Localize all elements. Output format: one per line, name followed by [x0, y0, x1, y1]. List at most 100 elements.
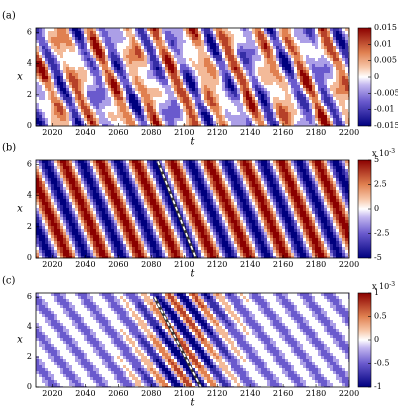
field-cell: [264, 115, 267, 118]
field-cell: [72, 181, 75, 184]
field-cell: [234, 28, 237, 31]
field-cell: [327, 40, 330, 43]
field-cell: [45, 235, 48, 238]
field-cell: [96, 214, 99, 217]
field-cell: [36, 49, 39, 52]
field-cell: [36, 55, 39, 58]
field-cell: [105, 250, 108, 253]
field-cell: [117, 211, 120, 214]
field-cell: [57, 238, 60, 241]
field-cell: [216, 100, 219, 103]
field-cell: [330, 109, 333, 112]
field-cell: [288, 109, 291, 112]
field-cell: [159, 115, 162, 118]
field-cell: [261, 106, 264, 109]
field-cell: [222, 100, 225, 103]
field-cell: [123, 46, 126, 49]
field-cell: [36, 106, 39, 109]
field-cell: [132, 103, 135, 106]
field-cell: [318, 55, 321, 58]
field-cell: [54, 76, 57, 79]
field-cell: [165, 37, 168, 40]
field-cell: [261, 67, 264, 70]
field-cell: [93, 217, 96, 220]
field-cell: [231, 67, 234, 70]
field-cell: [162, 61, 165, 64]
field-cell: [69, 106, 72, 109]
field-cell: [123, 220, 126, 223]
field-cell: [264, 28, 267, 31]
field-cell: [147, 49, 150, 52]
field-cell: [129, 70, 132, 73]
field-cell: [240, 106, 243, 109]
field-cell: [333, 115, 336, 118]
field-cell: [120, 115, 123, 118]
field-cell: [198, 73, 201, 76]
field-cell: [72, 193, 75, 196]
field-cell: [39, 40, 42, 43]
field-cell: [267, 49, 270, 52]
field-cell: [273, 28, 276, 31]
field-cell: [285, 34, 288, 37]
field-cell: [258, 40, 261, 43]
field-cell: [327, 28, 330, 31]
field-cell: [57, 175, 60, 178]
field-cell: [126, 178, 129, 181]
field-cell: [324, 58, 327, 61]
field-cell: [345, 58, 348, 61]
field-cell: [213, 52, 216, 55]
field-cell: [195, 106, 198, 109]
field-cell: [336, 76, 339, 79]
field-cell: [177, 64, 180, 67]
field-cell: [276, 49, 279, 52]
field-cell: [270, 52, 273, 55]
field-cell: [66, 64, 69, 67]
field-cell: [153, 37, 156, 40]
field-cell: [234, 61, 237, 64]
field-cell: [126, 214, 129, 217]
field-cell: [102, 253, 105, 256]
field-cell: [150, 82, 153, 85]
field-cell: [216, 103, 219, 106]
field-cell: [189, 70, 192, 73]
field-cell: [285, 67, 288, 70]
field-cell: [177, 94, 180, 97]
field-cell: [87, 202, 90, 205]
field-cell: [336, 112, 339, 115]
field-cell: [153, 253, 156, 256]
field-cell: [42, 58, 45, 61]
field-cell: [162, 49, 165, 52]
field-cell: [123, 166, 126, 169]
field-cell: [126, 28, 129, 31]
field-cell: [297, 103, 300, 106]
field-cell: [150, 46, 153, 49]
field-cell: [180, 121, 183, 124]
field-cell: [153, 31, 156, 34]
field-cell: [192, 31, 195, 34]
field-cell: [39, 121, 42, 124]
field-cell: [183, 34, 186, 37]
field-cell: [114, 202, 117, 205]
field-cell: [105, 43, 108, 46]
field-cell: [129, 58, 132, 61]
field-cell: [150, 88, 153, 91]
field-cell: [240, 82, 243, 85]
field-cell: [150, 184, 153, 187]
field-cell: [99, 205, 102, 208]
field-cell: [186, 46, 189, 49]
field-cell: [234, 73, 237, 76]
field-cell: [138, 40, 141, 43]
field-cell: [267, 46, 270, 49]
field-cell: [234, 43, 237, 46]
field-cell: [342, 37, 345, 40]
field-cell: [54, 205, 57, 208]
field-cell: [324, 91, 327, 94]
field-cell: [330, 46, 333, 49]
field-cell: [240, 52, 243, 55]
field-cell: [57, 241, 60, 244]
field-cell: [186, 97, 189, 100]
field-cell: [339, 106, 342, 109]
field-cell: [111, 85, 114, 88]
field-cell: [162, 37, 165, 40]
field-cell: [291, 109, 294, 112]
